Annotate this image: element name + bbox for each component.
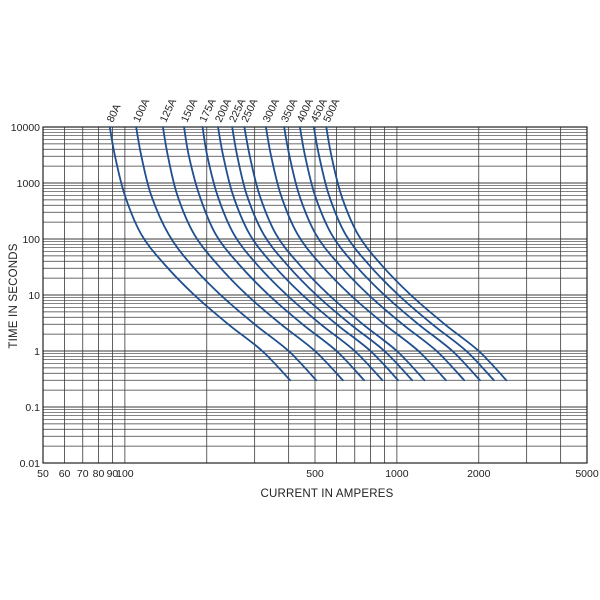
curve-250a — [243, 126, 426, 382]
y-tick-label: 10000 — [11, 122, 40, 134]
y-tick-label: 100 — [22, 234, 40, 246]
curve-450a — [312, 126, 495, 382]
x-tick-label: 60 — [59, 468, 71, 480]
x-tick-label: 70 — [77, 468, 89, 480]
y-tick-label: 0.01 — [20, 458, 41, 470]
curve-label-100a: 100A — [131, 97, 152, 124]
x-tick-label: 90 — [107, 468, 119, 480]
plot-frame — [42, 126, 588, 464]
y-axis-title: TIME IN SECONDS — [8, 243, 20, 348]
curve-80a — [108, 126, 292, 382]
x-tick-label: 80 — [93, 468, 105, 480]
curve-125a — [162, 126, 344, 382]
curve-label-150a: 150A — [179, 97, 200, 124]
curve-label-80a: 80A — [105, 102, 124, 124]
curve-300a — [265, 126, 447, 382]
curve-225a — [231, 126, 414, 382]
x-tick-label: 5000 — [575, 468, 599, 480]
x-tick-label: 1000 — [385, 468, 409, 480]
curve-175a — [201, 126, 384, 382]
x-tick-label: 100 — [116, 468, 134, 480]
curves — [108, 126, 508, 382]
curve-350a — [283, 126, 466, 382]
curve-100a — [135, 126, 318, 382]
y-tick-label: 0.1 — [25, 402, 40, 414]
grid — [42, 127, 588, 464]
x-axis-title: CURRENT IN AMPERES — [260, 488, 393, 500]
x-tick-label: 50 — [37, 468, 49, 480]
curve-150a — [183, 126, 366, 382]
x-tick-label: 500 — [306, 468, 324, 480]
curve-label-125a: 125A — [158, 97, 179, 124]
curve-400a — [299, 126, 481, 382]
curve-500a — [325, 126, 508, 382]
y-tick-label: 10 — [28, 290, 40, 302]
y-tick-label: 1000 — [17, 178, 41, 190]
curve-200a — [217, 126, 399, 382]
x-tick-label: 2000 — [467, 468, 491, 480]
y-tick-label: 1 — [34, 346, 40, 358]
